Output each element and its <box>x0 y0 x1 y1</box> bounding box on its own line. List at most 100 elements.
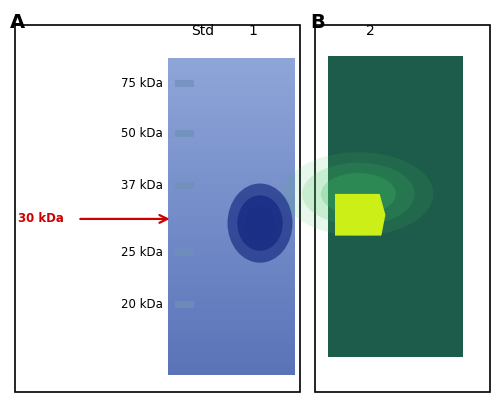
Bar <box>168 78 295 79</box>
Bar <box>328 56 462 357</box>
Bar <box>168 112 295 114</box>
Bar <box>168 280 295 282</box>
Bar <box>168 160 295 161</box>
Bar <box>168 128 295 130</box>
Bar <box>168 252 295 253</box>
Bar <box>168 364 295 366</box>
Bar <box>168 79 295 80</box>
Bar <box>168 152 295 153</box>
Text: A: A <box>10 13 25 32</box>
Bar <box>168 369 295 371</box>
Bar <box>168 363 295 364</box>
Ellipse shape <box>302 163 414 225</box>
Bar <box>168 310 295 312</box>
Bar <box>168 142 295 144</box>
Bar <box>168 183 295 185</box>
Bar <box>168 328 295 329</box>
Bar <box>168 320 295 322</box>
Bar <box>168 361 295 363</box>
Bar <box>168 233 295 234</box>
Bar <box>168 371 295 372</box>
Bar <box>168 144 295 146</box>
Text: 50 kDa: 50 kDa <box>121 127 162 140</box>
Bar <box>168 171 295 173</box>
Bar <box>168 306 295 307</box>
Bar <box>175 80 194 87</box>
Bar <box>168 242 295 244</box>
Bar <box>168 350 295 352</box>
Bar <box>168 229 295 231</box>
Bar <box>168 190 295 191</box>
Bar <box>168 290 295 291</box>
Bar <box>168 169 295 171</box>
Bar <box>168 133 295 134</box>
Bar <box>168 123 295 125</box>
Bar <box>168 266 295 268</box>
Text: 30 kDa: 30 kDa <box>18 212 64 226</box>
Bar <box>168 126 295 128</box>
Bar <box>168 309 295 310</box>
Bar <box>168 249 295 250</box>
Bar <box>168 100 295 101</box>
Bar <box>168 196 295 198</box>
Bar <box>168 241 295 242</box>
Bar <box>168 212 295 214</box>
Bar <box>168 136 295 138</box>
Bar <box>168 211 295 212</box>
Bar <box>168 288 295 290</box>
Bar <box>168 108 295 109</box>
Bar <box>168 345 295 347</box>
Bar <box>168 68 295 70</box>
Bar <box>168 66 295 68</box>
Bar <box>168 258 295 260</box>
Bar <box>168 141 295 142</box>
Bar <box>168 374 295 375</box>
Bar <box>168 146 295 147</box>
Bar <box>168 307 295 309</box>
Bar <box>168 296 295 298</box>
Bar <box>168 181 295 182</box>
Bar <box>168 353 295 355</box>
Bar <box>168 71 295 73</box>
Bar <box>168 163 295 165</box>
Bar <box>175 249 194 256</box>
Bar <box>168 106 295 108</box>
Bar <box>168 177 295 179</box>
Bar <box>168 85 295 87</box>
Bar <box>168 294 295 296</box>
Bar <box>168 174 295 176</box>
Bar <box>168 344 295 345</box>
Bar <box>168 340 295 342</box>
Bar <box>168 117 295 118</box>
Bar <box>168 118 295 120</box>
Bar <box>168 271 295 272</box>
Bar <box>168 245 295 247</box>
Bar <box>168 93 295 95</box>
Bar <box>168 329 295 331</box>
Bar <box>168 226 295 228</box>
Ellipse shape <box>228 183 292 263</box>
Bar <box>168 161 295 163</box>
Bar <box>168 332 295 334</box>
Bar <box>168 116 295 117</box>
Bar <box>168 260 295 261</box>
Bar <box>168 219 295 220</box>
Bar <box>168 247 295 249</box>
Bar <box>168 62 295 63</box>
Bar <box>168 302 295 304</box>
Bar <box>168 372 295 374</box>
Bar <box>168 101 295 103</box>
Bar <box>168 263 295 264</box>
Bar <box>168 301 295 302</box>
Bar <box>168 282 295 284</box>
Bar <box>168 355 295 356</box>
Bar <box>168 221 295 223</box>
Bar <box>168 322 295 323</box>
Bar <box>168 352 295 353</box>
Bar <box>168 74 295 76</box>
Bar <box>168 191 295 193</box>
Bar <box>315 25 490 392</box>
Bar <box>168 358 295 359</box>
Bar <box>168 173 295 174</box>
Bar <box>168 299 295 301</box>
